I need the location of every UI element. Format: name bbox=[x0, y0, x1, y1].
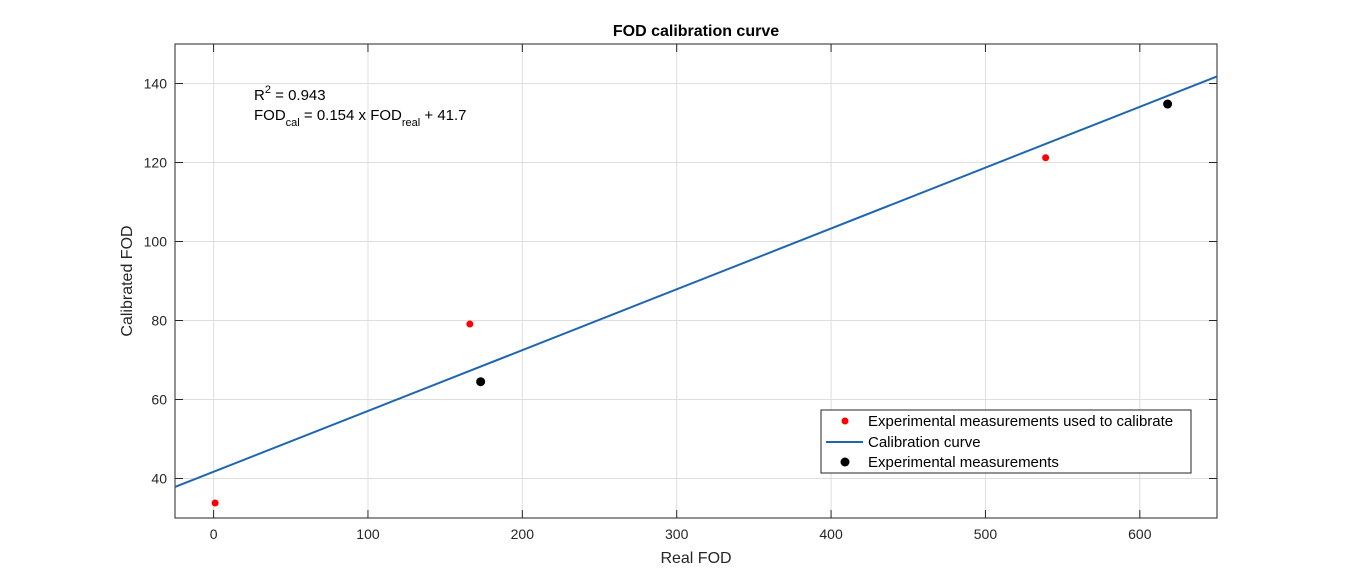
legend-label-calibrate: Experimental measurements used to calibr… bbox=[868, 413, 1173, 430]
experimental-point bbox=[476, 377, 486, 387]
r2-superscript: 2 bbox=[265, 84, 271, 96]
x-tick-label: 0 bbox=[210, 526, 218, 542]
eq-sub-cal: cal bbox=[286, 117, 300, 129]
y-axis-label: Calibrated FOD bbox=[119, 225, 136, 336]
plot-data bbox=[174, 75, 1218, 507]
eq-fod-1: FOD bbox=[254, 107, 286, 124]
x-tick-label: 300 bbox=[665, 526, 689, 542]
calibration-curve-line bbox=[174, 75, 1218, 488]
x-tick-label: 100 bbox=[356, 526, 380, 542]
x-axis-label: Real FOD bbox=[660, 550, 731, 567]
calibration-point bbox=[211, 499, 219, 507]
calibration-point bbox=[1042, 154, 1050, 162]
eq-middle: = 0.154 x FOD bbox=[300, 107, 402, 124]
y-tick-label: 40 bbox=[151, 471, 167, 487]
y-tick-label: 120 bbox=[144, 155, 168, 171]
eq-sub-real: real bbox=[402, 117, 420, 129]
legend-label-curve: Calibration curve bbox=[868, 434, 981, 451]
equation-annotation: FODcal = 0.154 x FODreal + 41.7 bbox=[254, 107, 467, 129]
r2-symbol: R bbox=[254, 87, 265, 104]
r-squared-annotation: R2 = 0.943 bbox=[254, 84, 326, 104]
y-tick-label: 80 bbox=[151, 313, 167, 329]
calibration-point bbox=[466, 320, 474, 328]
legend-label-experimental: Experimental measurements bbox=[868, 454, 1059, 471]
r2-value: = 0.943 bbox=[271, 87, 326, 104]
chart-title: FOD calibration curve bbox=[613, 23, 779, 40]
legend-box bbox=[820, 409, 1192, 474]
plot-area-frame bbox=[174, 43, 1218, 519]
eq-end: + 41.7 bbox=[420, 107, 466, 124]
x-tick-label: 500 bbox=[974, 526, 998, 542]
legend-marker-experimental bbox=[840, 457, 850, 467]
ticks: 0 100 200 300 400 500 600 40 60 80 100 120 140 bbox=[144, 44, 1217, 542]
legend: Experimental measurements used to calibr… bbox=[820, 409, 1192, 474]
x-tick-label: 600 bbox=[1128, 526, 1152, 542]
experimental-point bbox=[1163, 99, 1173, 109]
y-tick-label: 60 bbox=[151, 392, 167, 408]
legend-marker-calibrate bbox=[841, 417, 849, 425]
y-tick-label: 140 bbox=[144, 76, 168, 92]
x-tick-label: 200 bbox=[511, 526, 535, 542]
y-tick-label: 100 bbox=[144, 234, 168, 250]
x-tick-label: 400 bbox=[819, 526, 843, 542]
grid bbox=[175, 44, 1217, 518]
